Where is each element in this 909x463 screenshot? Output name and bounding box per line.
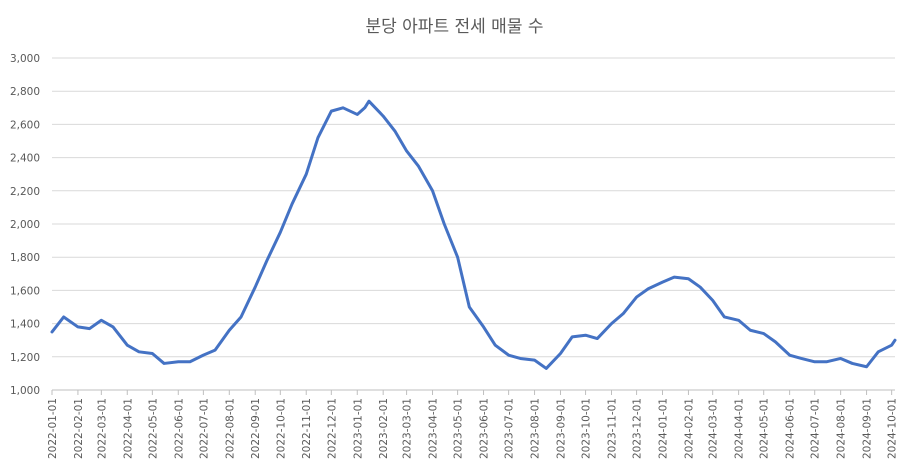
x-tick-label: 2022-10-01 <box>275 398 287 459</box>
series-line <box>50 99 897 370</box>
y-tick-label: 1,000 <box>10 385 40 397</box>
x-tick-label: 2023-03-01 <box>402 398 414 459</box>
x-tick-label: 2024-07-01 <box>810 398 822 459</box>
x-tick-label: 2024-04-01 <box>734 398 746 459</box>
y-tick-label: 2,000 <box>10 219 40 231</box>
x-tick-label: 2024-03-01 <box>708 398 720 459</box>
x-tick-label: 2023-07-01 <box>504 398 516 459</box>
x-tick-label: 2022-08-01 <box>224 398 236 459</box>
y-tick-label: 2,800 <box>10 86 40 98</box>
chart-title: 분당 아파트 전세 매물 수 <box>365 17 543 37</box>
x-tick-label: 2022-05-01 <box>147 398 159 459</box>
x-tick-label: 2023-08-01 <box>530 398 542 459</box>
x-tick-label: 2022-06-01 <box>173 398 185 459</box>
series-layer <box>50 99 897 370</box>
y-tick-label: 3,000 <box>10 53 40 65</box>
x-tick-label: 2024-02-01 <box>683 398 695 459</box>
x-tick-label: 2023-10-01 <box>581 398 593 459</box>
x-tick-label: 2023-02-01 <box>378 398 390 459</box>
x-tick-label: 2023-12-01 <box>632 398 644 459</box>
x-tick-label: 2022-01-01 <box>47 398 59 459</box>
gridlines <box>52 57 895 391</box>
x-tick-label: 2022-07-01 <box>198 398 210 459</box>
x-tick-label: 2023-09-01 <box>555 398 567 459</box>
x-tick-label: 2024-05-01 <box>759 398 771 459</box>
y-tick-label: 1,400 <box>10 319 40 331</box>
x-tick-label: 2022-04-01 <box>122 398 134 459</box>
x-tick-label: 2023-01-01 <box>352 398 364 459</box>
y-tick-label: 1,600 <box>10 285 40 297</box>
x-tick-label: 2022-09-01 <box>250 398 262 459</box>
x-axis-tick-labels: 2022-01-01 2022-02-01 2022-03-01 2022-04-01… <box>47 390 899 459</box>
x-tick-label: 2022-12-01 <box>326 398 338 459</box>
x-tick-label: 2023-04-01 <box>428 398 440 459</box>
x-tick-label: 2023-05-01 <box>453 398 465 459</box>
y-tick-label: 2,600 <box>10 119 40 131</box>
x-tick-label: 2024-01-01 <box>658 398 670 459</box>
y-tick-label: 2,200 <box>10 186 40 198</box>
x-tick-label: 2024-08-01 <box>836 398 848 459</box>
x-tick-label: 2023-06-01 <box>479 398 491 459</box>
y-axis-tick-labels: 1,000 1,200 1,400 1,600 1,800 2,000 2,200 2,400… <box>10 53 40 397</box>
y-tick-label: 2,400 <box>10 153 40 165</box>
x-tick-label: 2024-10-01 <box>887 398 899 459</box>
x-tick-label: 2023-11-01 <box>606 398 618 459</box>
x-tick-label: 2022-03-01 <box>96 398 108 459</box>
x-tick-label: 2024-06-01 <box>785 398 797 459</box>
x-tick-label: 2022-11-01 <box>301 398 313 459</box>
x-tick-label: 2024-09-01 <box>862 398 874 459</box>
y-tick-label: 1,800 <box>10 252 40 264</box>
x-tick-label: 2022-02-01 <box>73 398 85 459</box>
y-tick-label: 1,200 <box>10 352 40 364</box>
